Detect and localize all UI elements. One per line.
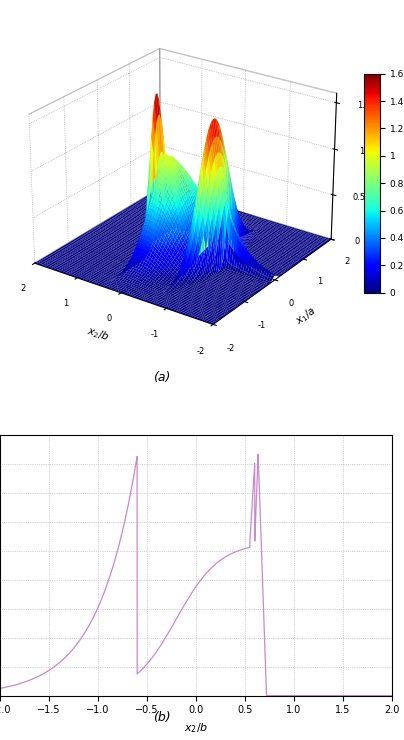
- Text: (b): (b): [153, 711, 170, 724]
- Y-axis label: $x_1/a$: $x_1/a$: [293, 303, 320, 328]
- Text: (a): (a): [153, 371, 170, 384]
- X-axis label: $x_2/b$: $x_2/b$: [184, 721, 208, 735]
- X-axis label: $x_2/b$: $x_2/b$: [85, 323, 111, 344]
